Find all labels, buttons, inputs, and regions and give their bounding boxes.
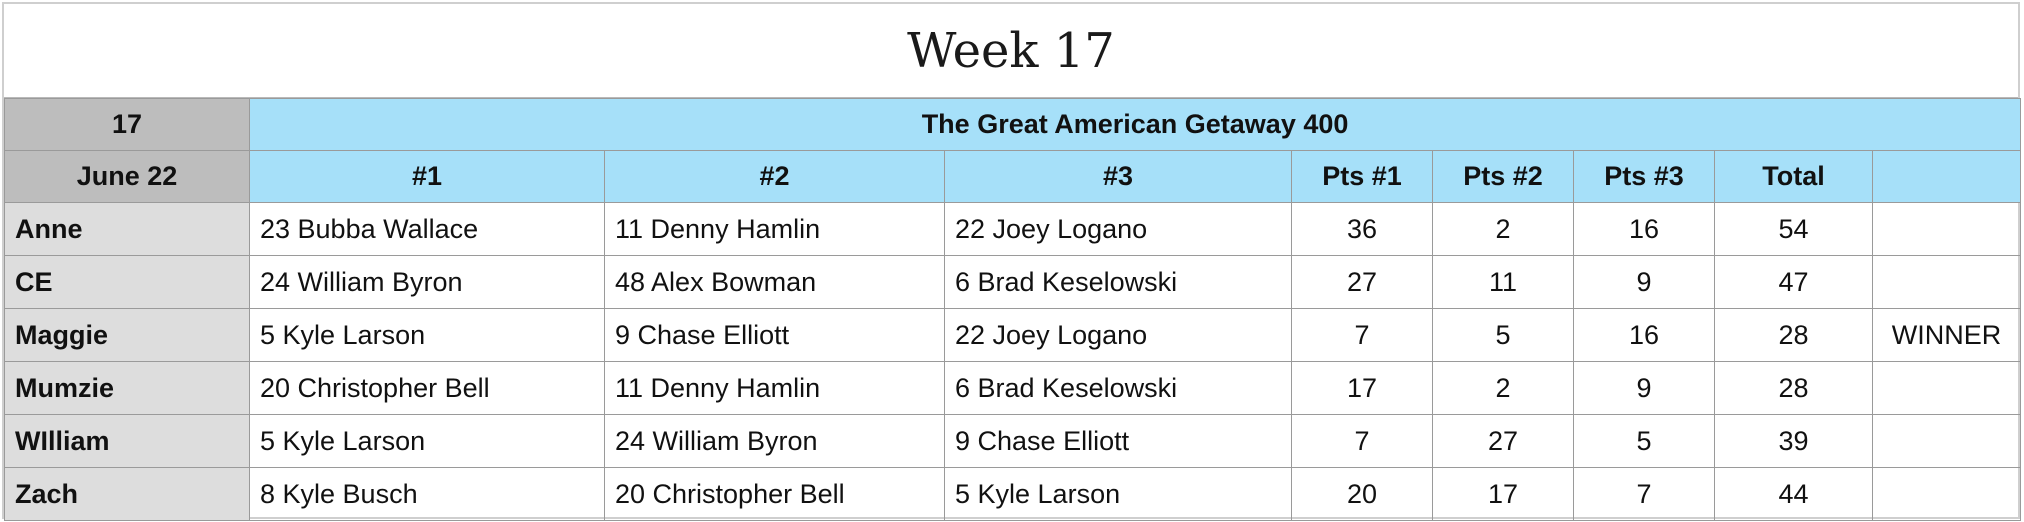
pts1-cell[interactable]: 17 (1291, 361, 1433, 415)
pts3-cell[interactable]: 16 (1573, 202, 1715, 256)
table-row: Maggie 5 Kyle Larson 9 Chase Elliott 22 Joe… (4, 308, 2022, 362)
pick2-cell[interactable]: 9 Chase Elliott (604, 308, 945, 362)
pts3-cell[interactable]: 9 (1573, 361, 1715, 415)
pts2-cell[interactable]: 17 (1432, 467, 1574, 521)
note-cell[interactable] (1871, 467, 2022, 521)
table-row: Anne 23 Bubba Wallace 11 Denny Hamlin 22 Jo… (4, 202, 2022, 256)
table-row: WIlliam 5 Kyle Larson 24 William Byron 9 Ch… (4, 414, 2022, 468)
pick1-cell[interactable]: 5 Kyle Larson (249, 308, 605, 362)
results-table: 17 The Great American Getaway 400 June 2… (4, 98, 2022, 521)
pick3-cell[interactable]: 6 Brad Keselowski (944, 255, 1292, 309)
pick1-cell[interactable]: 24 William Byron (249, 255, 605, 309)
pick3-cell[interactable]: 22 Joey Logano (944, 202, 1292, 256)
pts1-cell[interactable]: 36 (1291, 202, 1433, 256)
pts3-cell[interactable]: 5 (1573, 414, 1715, 468)
player-name-cell[interactable]: Anne (4, 202, 250, 256)
pts1-cell[interactable]: 7 (1291, 308, 1433, 362)
column-header-pts2[interactable]: Pts #2 (1432, 150, 1574, 203)
column-header-pts3[interactable]: Pts #3 (1573, 150, 1715, 203)
pts2-cell[interactable]: 11 (1432, 255, 1574, 309)
note-cell[interactable] (1871, 361, 2022, 415)
total-cell[interactable]: 28 (1714, 308, 1873, 362)
pts3-cell[interactable]: 9 (1573, 255, 1715, 309)
pts2-cell[interactable]: 2 (1432, 361, 1574, 415)
pick2-cell[interactable]: 48 Alex Bowman (604, 255, 945, 309)
note-cell[interactable] (1871, 202, 2022, 256)
pick2-cell[interactable]: 24 William Byron (604, 414, 945, 468)
week-number-cell[interactable]: 17 (4, 98, 250, 151)
pts2-cell[interactable]: 2 (1432, 202, 1574, 256)
player-name-cell[interactable]: Zach (4, 467, 250, 521)
note-cell[interactable] (1871, 414, 2022, 468)
player-name-cell[interactable]: WIlliam (4, 414, 250, 468)
pts2-cell[interactable]: 5 (1432, 308, 1574, 362)
pick1-cell[interactable]: 20 Christopher Bell (249, 361, 605, 415)
pick3-cell[interactable]: 9 Chase Elliott (944, 414, 1292, 468)
column-header-pick3[interactable]: #3 (944, 150, 1292, 203)
table-row: Zach 8 Kyle Busch 20 Christopher Bell 5 Kyl… (4, 467, 2022, 521)
table-row: CE 24 William Byron 48 Alex Bowman 6 Brad K… (4, 255, 2022, 309)
pts1-cell[interactable]: 27 (1291, 255, 1433, 309)
pick2-cell[interactable]: 11 Denny Hamlin (604, 361, 945, 415)
total-cell[interactable]: 54 (1714, 202, 1873, 256)
header-row-columns: June 22 #1 #2 #3 Pts #1 Pts #2 Pts #3 To… (4, 150, 2022, 203)
pts3-cell[interactable]: 7 (1573, 467, 1715, 521)
note-cell[interactable] (1871, 255, 2022, 309)
sheet-title: Week 17 (4, 4, 2018, 98)
pts1-cell[interactable]: 7 (1291, 414, 1433, 468)
table-row: Mumzie 20 Christopher Bell 11 Denny Hamlin… (4, 361, 2022, 415)
column-header-pick1[interactable]: #1 (249, 150, 605, 203)
player-name-cell[interactable]: CE (4, 255, 250, 309)
pick2-cell[interactable]: 11 Denny Hamlin (604, 202, 945, 256)
note-cell[interactable]: WINNER (1871, 308, 2022, 362)
race-name-cell[interactable]: The Great American Getaway 400 (248, 98, 2022, 151)
column-header-pick2[interactable]: #2 (604, 150, 945, 203)
pick3-cell[interactable]: 22 Joey Logano (944, 308, 1292, 362)
total-cell[interactable]: 44 (1714, 467, 1873, 521)
pts1-cell[interactable]: 20 (1291, 467, 1433, 521)
pts3-cell[interactable]: 16 (1573, 308, 1715, 362)
column-header-pts1[interactable]: Pts #1 (1291, 150, 1433, 203)
pts2-cell[interactable]: 27 (1432, 414, 1574, 468)
column-header-total[interactable]: Total (1714, 150, 1873, 203)
pick2-cell[interactable]: 20 Christopher Bell (604, 467, 945, 521)
total-cell[interactable]: 47 (1714, 255, 1873, 309)
total-cell[interactable]: 28 (1714, 361, 1873, 415)
pick1-cell[interactable]: 5 Kyle Larson (249, 414, 605, 468)
player-name-cell[interactable]: Maggie (4, 308, 250, 362)
pick3-cell[interactable]: 5 Kyle Larson (944, 467, 1292, 521)
date-cell[interactable]: June 22 (4, 150, 250, 203)
pick1-cell[interactable]: 8 Kyle Busch (249, 467, 605, 521)
pick1-cell[interactable]: 23 Bubba Wallace (249, 202, 605, 256)
total-cell[interactable]: 39 (1714, 414, 1873, 468)
player-name-cell[interactable]: Mumzie (4, 361, 250, 415)
column-header-extra[interactable] (1871, 150, 2022, 203)
pick3-cell[interactable]: 6 Brad Keselowski (944, 361, 1292, 415)
header-row-race: 17 The Great American Getaway 400 (4, 98, 2022, 151)
